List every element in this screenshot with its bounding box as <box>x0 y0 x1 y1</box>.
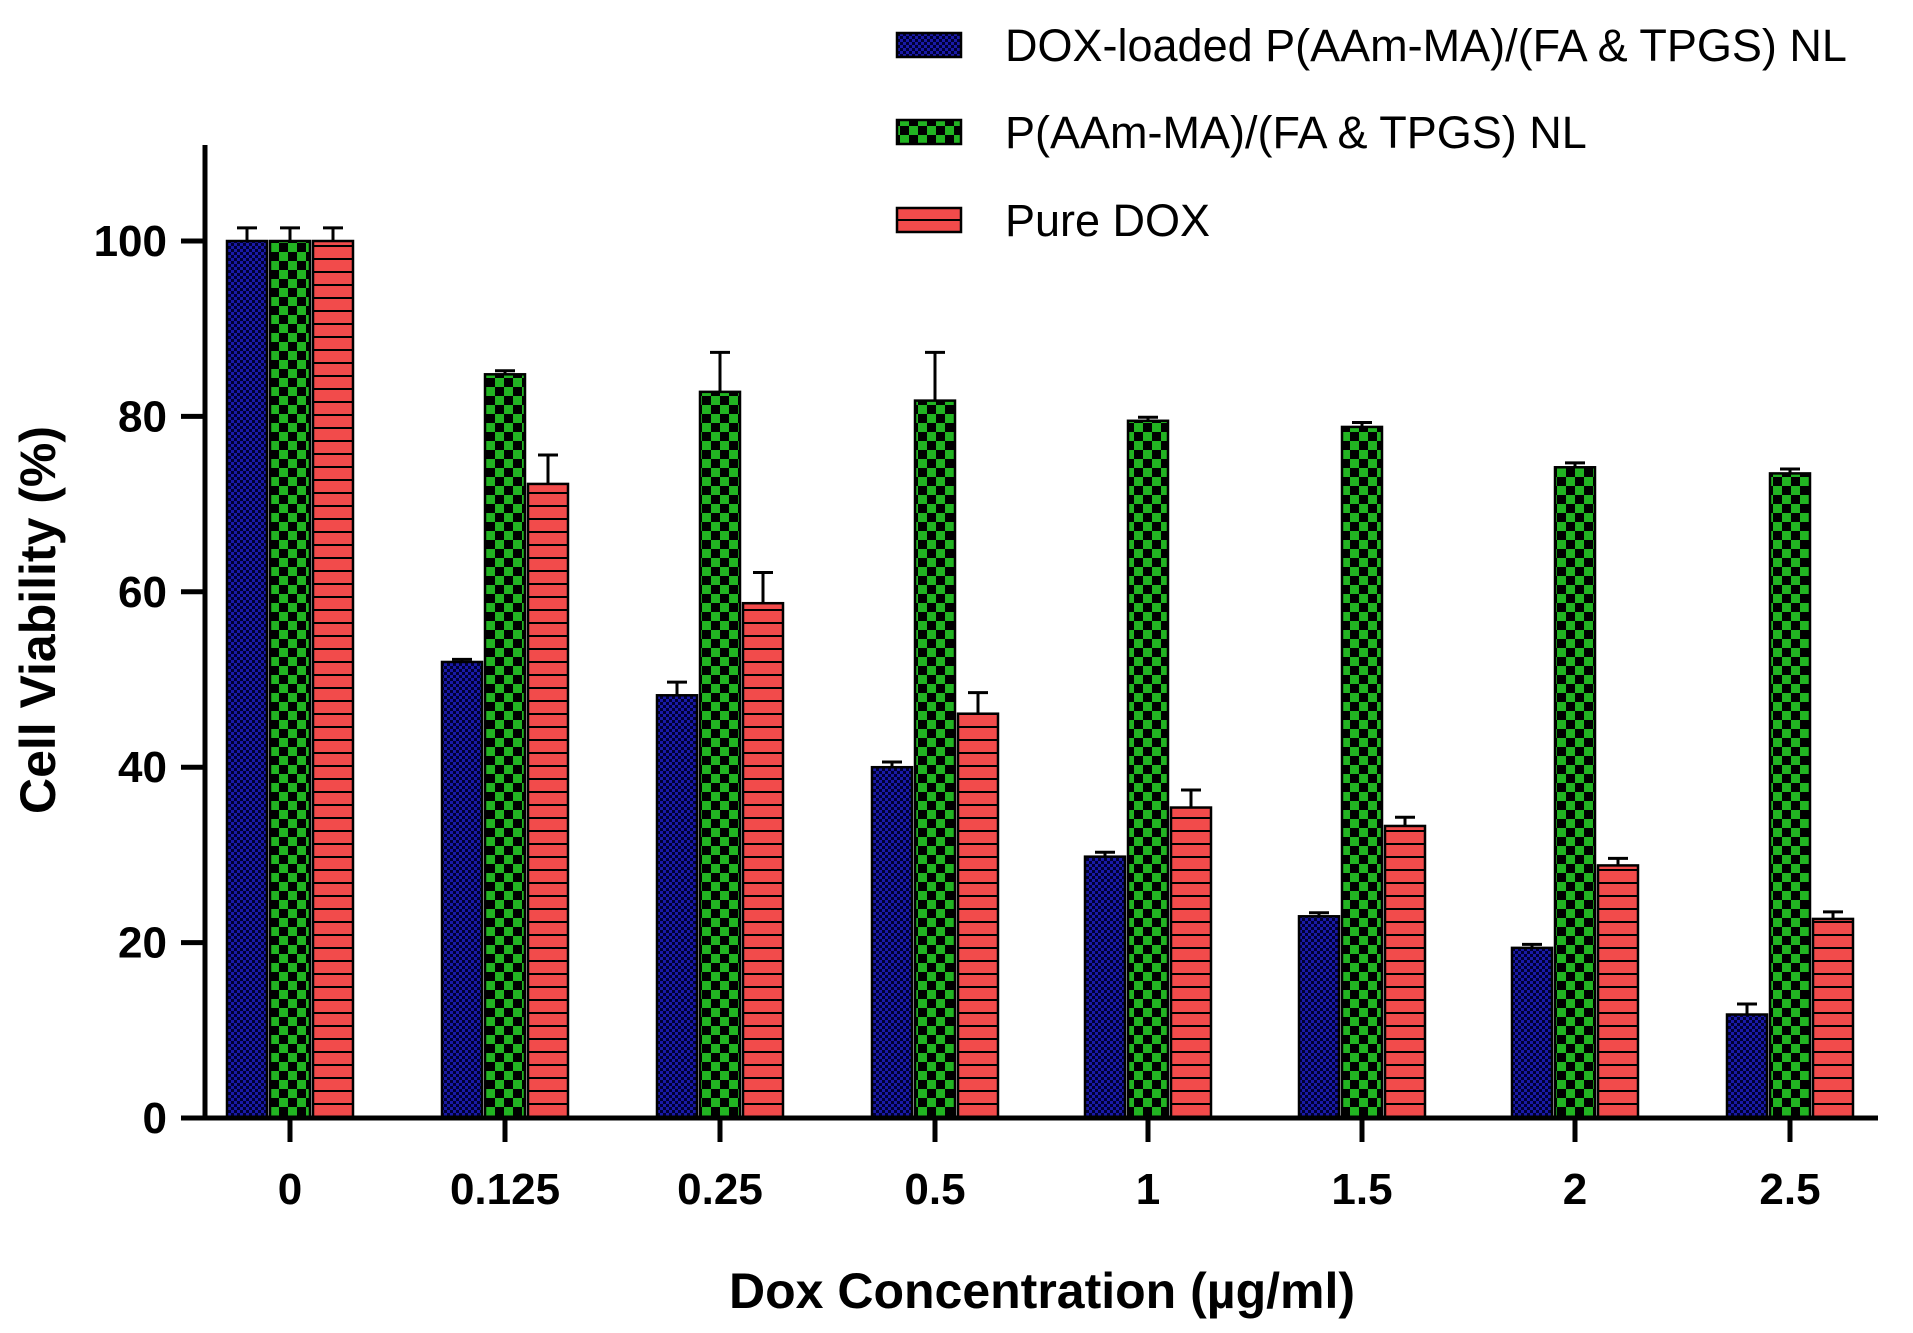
bar <box>483 373 527 1120</box>
bar <box>655 694 699 1120</box>
legend-swatch <box>895 31 963 59</box>
x-tick-label: 1 <box>1136 1165 1160 1214</box>
bar <box>1126 419 1170 1120</box>
legend: DOX-loaded P(AAm-MA)/(FA & TPGS) NL P(AAm… <box>895 20 1847 246</box>
bar <box>1297 915 1341 1120</box>
x-tick-label: 0.125 <box>450 1165 560 1214</box>
bar <box>268 239 312 1120</box>
bar <box>225 239 269 1120</box>
x-tick-label: 1.5 <box>1331 1165 1392 1214</box>
bar <box>870 765 914 1120</box>
bar <box>1510 946 1554 1120</box>
bar <box>1768 472 1812 1120</box>
bar <box>956 712 1000 1120</box>
x-axis-title: Dox Concentration (µg/ml) <box>729 1263 1355 1319</box>
bar <box>1383 824 1427 1120</box>
legend-label: DOX-loaded P(AAm-MA)/(FA & TPGS) NL <box>1005 20 1847 71</box>
bar <box>1811 917 1855 1120</box>
x-tick-label: 0.25 <box>677 1165 763 1214</box>
legend-label: P(AAm-MA)/(FA & TPGS) NL <box>1005 107 1587 158</box>
bar <box>526 482 570 1120</box>
bar <box>1725 1013 1769 1120</box>
bar <box>741 601 785 1120</box>
bar <box>311 239 355 1120</box>
y-tick-label: 60 <box>118 568 167 617</box>
axes-layer <box>181 145 1878 1142</box>
bar <box>1340 425 1384 1120</box>
x-tick-label: 0 <box>278 1165 302 1214</box>
bar <box>1553 466 1597 1120</box>
bar <box>440 660 484 1120</box>
y-tick-label: 20 <box>118 919 167 968</box>
bar <box>1083 855 1127 1120</box>
y-axis-title: Cell Viability (%) <box>10 426 66 814</box>
x-tick-label: 2 <box>1563 1165 1587 1214</box>
legend-label: Pure DOX <box>1005 195 1210 246</box>
bar <box>913 399 957 1120</box>
bars-layer <box>225 226 1855 1120</box>
legend-swatch <box>895 206 963 234</box>
x-tick-label: 0.5 <box>904 1165 965 1214</box>
bar <box>1169 806 1213 1120</box>
labels-layer: Cell Viability (%) Dox Concentration (µg… <box>10 217 1821 1319</box>
x-tick-label: 2.5 <box>1759 1165 1820 1214</box>
bar <box>1596 864 1640 1120</box>
y-tick-label: 40 <box>118 743 167 792</box>
y-tick-label: 80 <box>118 392 167 441</box>
y-tick-label: 100 <box>94 217 167 266</box>
bar <box>698 390 742 1120</box>
y-tick-label: 0 <box>143 1094 167 1143</box>
legend-swatch <box>895 118 963 146</box>
